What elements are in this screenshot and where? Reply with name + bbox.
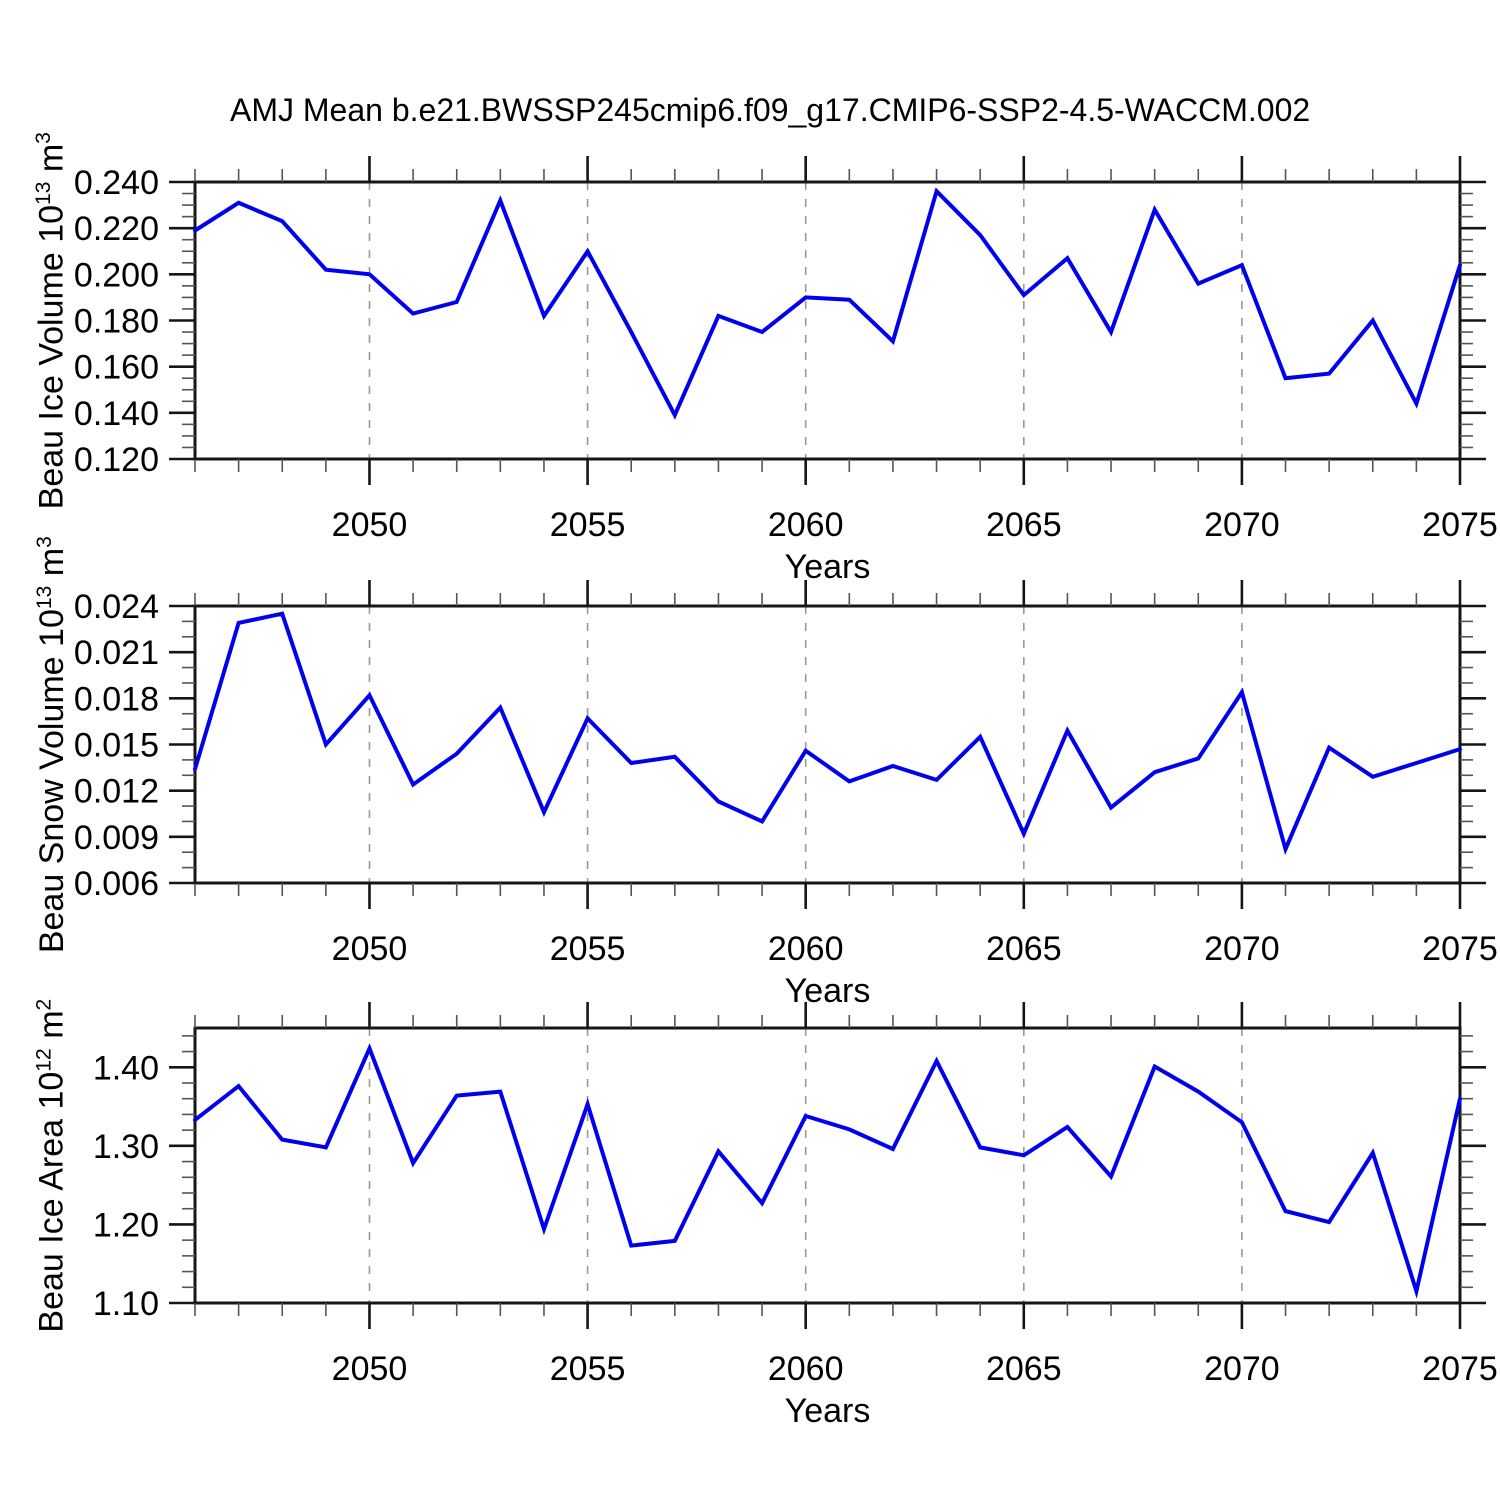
panel-beau-ice-volume: 0.120 0.140 0.160 0.180 0.200 0.220 0.240 2050 2… — [74, 156, 1498, 586]
x-tick-label: 2060 — [768, 1350, 844, 1388]
x-tick-label: 2055 — [550, 506, 626, 544]
y-tick-label: 0.021 — [74, 634, 159, 672]
y-axis-label-exponent: 12 — [32, 1048, 56, 1072]
y-axis-label-text: Beau Ice Area 10 — [32, 1071, 71, 1333]
y-tick-label: 0.140 — [74, 395, 159, 433]
x-tick-label: 2075 — [1422, 506, 1498, 544]
y-tick-label: 0.012 — [74, 773, 159, 811]
y-axis-label-unit: m — [32, 143, 71, 182]
y-tick-label: 1.40 — [93, 1049, 159, 1087]
x-tick-label: 2060 — [768, 506, 844, 544]
x-tick-label: 2060 — [768, 930, 844, 968]
y-tick-label: 0.120 — [74, 441, 159, 479]
x-tick-label: 2065 — [986, 1350, 1062, 1388]
y-axis-label-snow-volume: Beau Snow Volume 1013 m3 — [14, 536, 90, 953]
x-tick-label: 2050 — [332, 930, 408, 968]
plot-border — [193, 604, 1462, 885]
x-axis-title: Years — [785, 972, 871, 1010]
y-tick-label: 1.20 — [93, 1206, 159, 1244]
y-axis-label-unit-exponent: 3 — [32, 535, 56, 548]
x-tick-label: 2055 — [550, 1350, 626, 1388]
y-axis-label-unit: m — [32, 1010, 71, 1049]
x-tick-label: 2050 — [332, 506, 408, 544]
panel-beau-ice-area: 1.10 1.20 1.30 1.40 2050 2055 2060 2065 2070 2075… — [93, 1002, 1498, 1430]
y-tick-label: 1.10 — [93, 1285, 159, 1323]
x-tick-label: 2065 — [986, 506, 1062, 544]
x-tick-label: 2055 — [550, 930, 626, 968]
y-axis-label-ice-area: Beau Ice Area 1012 m2 — [14, 999, 90, 1333]
y-tick-label: 0.018 — [74, 680, 159, 718]
y-tick-label: 0.015 — [74, 727, 159, 765]
y-tick-label: 0.180 — [74, 303, 159, 341]
x-tick-label: 2065 — [986, 930, 1062, 968]
y-tick-label: 0.006 — [74, 865, 159, 903]
y-tick-label: 0.220 — [74, 210, 159, 248]
y-tick-label: 0.240 — [74, 164, 159, 202]
y-axis-label-exponent: 13 — [32, 181, 56, 205]
y-tick-label: 1.30 — [93, 1128, 159, 1166]
y-axis-label-unit-exponent: 2 — [32, 998, 56, 1011]
x-tick-label: 2070 — [1204, 930, 1280, 968]
y-tick-label: 0.024 — [74, 588, 159, 626]
y-axis-label-unit-exponent: 3 — [32, 131, 56, 144]
x-tick-label: 2075 — [1422, 930, 1498, 968]
y-tick-label: 0.009 — [74, 819, 159, 857]
data-line-beau-ice-area — [193, 1043, 1462, 1299]
y-axis-label-exponent: 13 — [32, 585, 56, 609]
x-tick-label: 2070 — [1204, 506, 1280, 544]
x-tick-label: 2070 — [1204, 1350, 1280, 1388]
x-axis-title: Years — [785, 548, 871, 586]
y-axis-label-ice-volume: Beau Ice Volume 1013 m3 — [14, 132, 90, 509]
y-axis-label-text: Beau Snow Volume 10 — [32, 608, 71, 953]
y-tick-label: 0.160 — [74, 349, 159, 387]
page-title: AMJ Mean b.e21.BWSSP245cmip6.f09_g17.CMI… — [230, 92, 1311, 128]
panel-beau-snow-volume: 0.006 0.009 0.012 0.015 0.018 0.021 0.024 2050 2… — [74, 580, 1498, 1010]
y-axis-label-unit: m — [32, 547, 71, 586]
x-tick-label: 2075 — [1422, 1350, 1498, 1388]
data-line-beau-ice-volume — [193, 187, 1462, 420]
data-line-beau-snow-volume — [193, 611, 1462, 856]
y-axis-label-text: Beau Ice Volume 10 — [32, 204, 71, 510]
x-axis-title: Years — [785, 1392, 871, 1430]
y-tick-label: 0.200 — [74, 256, 159, 294]
plot-border — [193, 1026, 1462, 1305]
plot-border — [193, 180, 1462, 461]
x-tick-label: 2050 — [332, 1350, 408, 1388]
